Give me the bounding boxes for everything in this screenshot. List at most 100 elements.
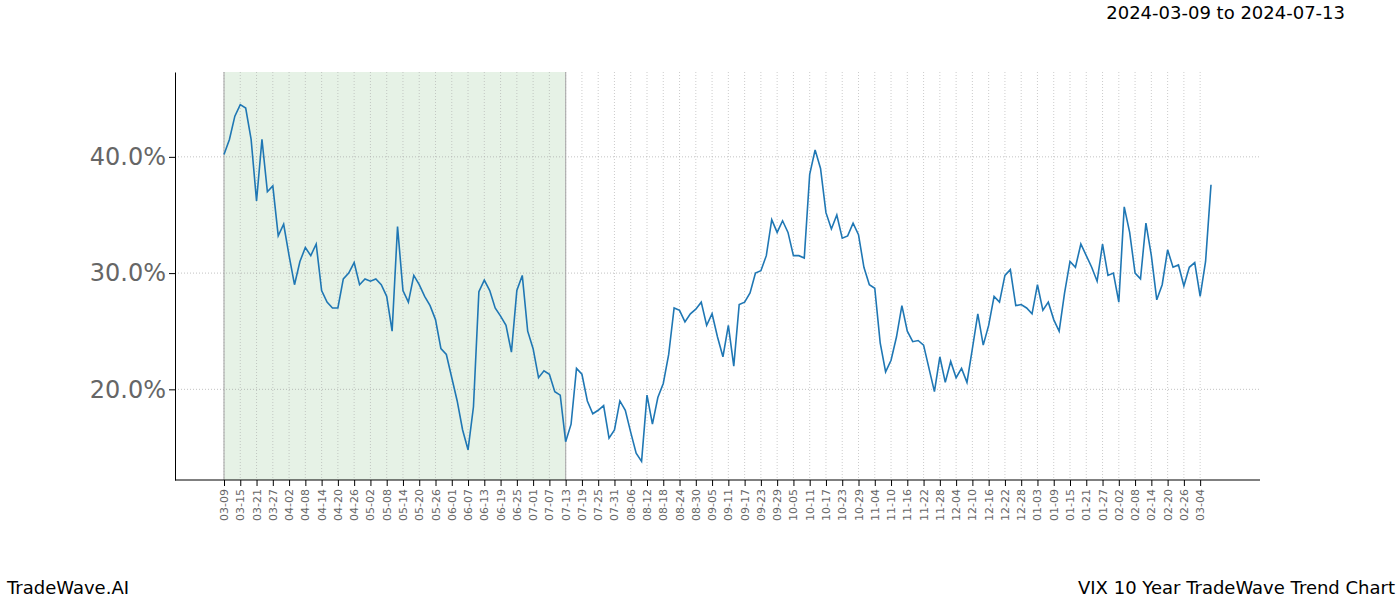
x-tick-mark bbox=[1168, 480, 1169, 486]
x-tick-mark bbox=[1005, 480, 1006, 486]
x-tick: 11-22 bbox=[918, 480, 931, 521]
x-tick: 02-08 bbox=[1129, 480, 1142, 521]
x-tick-label: 12-22 bbox=[999, 489, 1012, 521]
y-tick-label: 30.0% bbox=[90, 259, 166, 287]
x-tick-label: 12-10 bbox=[966, 489, 979, 521]
y-tick: 20.0% bbox=[90, 376, 175, 404]
x-tick-label: 08-06 bbox=[625, 489, 638, 521]
x-tick-mark bbox=[826, 480, 827, 486]
x-tick-mark bbox=[533, 480, 534, 486]
x-tick-label: 02-14 bbox=[1145, 489, 1158, 521]
x-tick: 12-04 bbox=[950, 480, 963, 521]
x-tick-mark bbox=[631, 480, 632, 486]
x-tick-mark bbox=[647, 480, 648, 486]
x-tick-label: 05-02 bbox=[364, 489, 377, 521]
x-tick: 10-29 bbox=[853, 480, 866, 521]
x-tick: 09-05 bbox=[706, 480, 719, 521]
x-grid-line bbox=[1102, 72, 1103, 480]
x-tick-label: 03-04 bbox=[1194, 489, 1207, 521]
x-tick-label: 07-13 bbox=[560, 489, 573, 521]
x-tick-mark bbox=[696, 480, 697, 486]
x-grid-line bbox=[386, 72, 387, 480]
x-grid-line bbox=[777, 72, 778, 480]
x-tick-label: 05-08 bbox=[381, 489, 394, 521]
x-tick: 06-13 bbox=[478, 480, 491, 521]
x-tick-mark bbox=[257, 480, 258, 486]
x-tick-mark bbox=[1135, 480, 1136, 486]
x-tick-mark bbox=[403, 480, 404, 486]
x-tick: 07-13 bbox=[560, 480, 573, 521]
x-tick-mark bbox=[859, 480, 860, 486]
x-grid-line bbox=[468, 72, 469, 480]
x-grid-line bbox=[939, 72, 940, 480]
x-grid-line bbox=[224, 72, 225, 480]
x-grid-line bbox=[891, 72, 892, 480]
x-tick-label: 04-08 bbox=[299, 489, 312, 521]
x-grid-line bbox=[289, 72, 290, 480]
x-tick: 12-10 bbox=[966, 480, 979, 521]
x-tick: 06-19 bbox=[495, 480, 508, 521]
x-tick-mark bbox=[972, 480, 973, 486]
y-tick-mark bbox=[169, 157, 175, 158]
x-tick-mark bbox=[663, 480, 664, 486]
x-tick-mark bbox=[989, 480, 990, 486]
x-tick-mark bbox=[940, 480, 941, 486]
x-grid-line bbox=[1053, 72, 1054, 480]
x-tick-mark bbox=[224, 480, 225, 486]
x-tick-mark bbox=[745, 480, 746, 486]
x-axis-line bbox=[175, 480, 1260, 481]
x-tick: 04-02 bbox=[283, 480, 296, 521]
y-tick-label: 20.0% bbox=[90, 376, 166, 404]
x-tick-mark bbox=[907, 480, 908, 486]
x-tick: 07-01 bbox=[527, 480, 540, 521]
grid bbox=[175, 72, 1260, 480]
x-tick: 10-11 bbox=[804, 480, 817, 521]
x-tick-label: 11-28 bbox=[934, 489, 947, 521]
x-tick-mark bbox=[240, 480, 241, 486]
x-grid-line bbox=[712, 72, 713, 480]
x-tick-label: 10-11 bbox=[804, 489, 817, 521]
x-tick-label: 07-07 bbox=[543, 489, 556, 521]
x-tick-label: 02-08 bbox=[1129, 489, 1142, 521]
x-tick-mark bbox=[761, 480, 762, 486]
x-tick-label: 03-21 bbox=[251, 489, 264, 521]
x-tick: 10-05 bbox=[787, 480, 800, 521]
x-grid-line bbox=[549, 72, 550, 480]
x-grid-line bbox=[825, 72, 826, 480]
x-tick-label: 04-26 bbox=[348, 489, 361, 521]
x-grid-line bbox=[907, 72, 908, 480]
x-tick-mark bbox=[582, 480, 583, 486]
y-tick-mark bbox=[169, 389, 175, 390]
x-grid-line bbox=[1183, 72, 1184, 480]
x-grid-line bbox=[809, 72, 810, 480]
x-tick-mark bbox=[354, 480, 355, 486]
x-tick-mark bbox=[1119, 480, 1120, 486]
x-tick: 06-25 bbox=[511, 480, 524, 521]
trend-line bbox=[224, 105, 1211, 462]
x-grid-line bbox=[533, 72, 534, 480]
x-grid-line bbox=[240, 72, 241, 480]
x-tick: 03-27 bbox=[267, 480, 280, 521]
x-grid-line bbox=[842, 72, 843, 480]
x-tick-mark bbox=[305, 480, 306, 486]
x-tick: 03-04 bbox=[1194, 480, 1207, 521]
x-grid-line bbox=[858, 72, 859, 480]
x-tick: 02-20 bbox=[1162, 480, 1175, 521]
x-tick-label: 12-04 bbox=[950, 489, 963, 521]
x-grid-line bbox=[370, 72, 371, 480]
x-tick: 05-20 bbox=[413, 480, 426, 521]
x-tick-mark bbox=[1086, 480, 1087, 486]
chart: 20.0%30.0%40.0%03-0903-1503-2103-2704-02… bbox=[0, 0, 1400, 600]
x-grid-line bbox=[1167, 72, 1168, 480]
x-tick-label: 06-07 bbox=[462, 489, 475, 521]
x-tick-mark bbox=[468, 480, 469, 486]
x-tick: 07-25 bbox=[592, 480, 605, 521]
x-tick: 01-03 bbox=[1031, 480, 1044, 521]
x-grid-line bbox=[354, 72, 355, 480]
x-tick-mark bbox=[549, 480, 550, 486]
x-tick: 10-23 bbox=[836, 480, 849, 521]
x-tick: 08-30 bbox=[690, 480, 703, 521]
x-tick-mark bbox=[436, 480, 437, 486]
x-tick-label: 09-05 bbox=[706, 489, 719, 521]
x-tick-label: 05-14 bbox=[397, 489, 410, 521]
